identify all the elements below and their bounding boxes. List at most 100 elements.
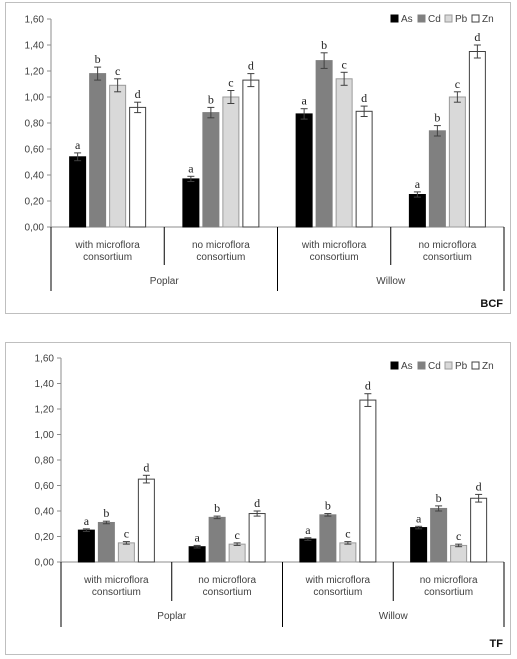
tf-category-label: consortium: [92, 587, 141, 598]
bcf-category-label: with microflora: [74, 240, 140, 251]
tf-category-label: consortium: [424, 587, 473, 598]
tf-bar-cd: [319, 514, 337, 563]
bcf-category-label: no microflora: [418, 240, 476, 251]
bcf-legend-swatch-pb: [444, 14, 453, 23]
bcf-category-label: consortium: [196, 252, 245, 263]
tf-significance-letter: c: [345, 527, 350, 541]
bcf-legend-label: Zn: [482, 14, 494, 25]
bcf-significance-letter: b: [434, 111, 440, 125]
tf-bar-cd: [97, 521, 115, 563]
tf-significance-letter: a: [84, 514, 90, 528]
bcf-bar-zn: [129, 106, 147, 228]
bcf-y-tick-label: 0,00: [25, 223, 45, 234]
bcf-chart: 0,00 0,20 0,40 0,60 0,80 1,00 1,20 1,40 1,60 with…: [25, 14, 505, 310]
tf-significance-letter: a: [194, 530, 200, 544]
tf-legend-label: Zn: [482, 361, 494, 372]
tf-bar-cd: [208, 516, 226, 563]
bcf-bar-as: [69, 156, 87, 228]
bcf-significance-letter: a: [75, 138, 81, 152]
bcf-y-tick-label: 1,40: [25, 41, 45, 52]
tf-legend-label: Pb: [455, 361, 468, 372]
bcf-chart-panel: 0,00 0,20 0,40 0,60 0,80 1,00 1,20 1,40 1,60 with…: [5, 2, 511, 314]
tf-category-label: consortium: [203, 587, 252, 598]
tf-y-tick-label: 0,60: [35, 481, 55, 492]
tf-y-tick-label: 1,20: [35, 405, 55, 416]
bcf-bar-cd: [89, 73, 107, 228]
tf-significance-letter: c: [456, 529, 461, 543]
bcf-significance-letter: d: [248, 59, 254, 73]
tf-category-label: no microflora: [198, 575, 256, 586]
tf-bar-as: [410, 527, 428, 563]
bcf-panel-title: BCF: [480, 298, 503, 310]
bcf-y-tick-label: 1,00: [25, 93, 45, 104]
tf-y-tick-label: 0,40: [35, 507, 55, 518]
tf-significance-letter: c: [124, 527, 129, 541]
tf-panel-title: TF: [490, 638, 504, 650]
tf-bar-cd: [430, 507, 448, 563]
bcf-category-label: consortium: [83, 252, 132, 263]
tf-significance-letter: a: [305, 523, 311, 537]
tf-y-tick-label: 0,20: [35, 532, 55, 543]
tf-significance-letter: d: [254, 496, 260, 510]
bcf-y-tick-label: 0,60: [25, 145, 45, 156]
tf-significance-letter: b: [436, 491, 442, 505]
bcf-bar-zn: [468, 51, 486, 228]
tf-legend-label: Cd: [428, 361, 441, 372]
tf-chart-panel: 0,00 0,20 0,40 0,60 0,80 1,00 1,20 1,40 1,60 with…: [5, 342, 511, 655]
bcf-significance-letter: d: [474, 30, 480, 44]
bcf-y-tick-label: 1,20: [25, 67, 45, 78]
bcf-bar-as: [182, 178, 200, 228]
bcf-significance-letter: a: [301, 94, 307, 108]
tf-group-label: Willow: [379, 611, 409, 622]
tf-y-tick-label: 0,80: [35, 456, 55, 467]
tf-significance-letter: b: [103, 506, 109, 520]
bcf-legend-label: As: [401, 14, 413, 25]
bcf-y-tick-label: 1,60: [25, 15, 45, 26]
bcf-y-tick-label: 0,40: [25, 171, 45, 182]
bcf-significance-letter: b: [208, 92, 214, 106]
tf-significance-letter: d: [365, 379, 371, 393]
tf-bar-zn: [137, 478, 155, 563]
tf-legend-swatch-cd: [417, 361, 426, 370]
tf-y-tick-label: 1,60: [35, 354, 55, 365]
bcf-y-tick-label: 0,20: [25, 197, 45, 208]
bcf-category-label: no microflora: [192, 240, 250, 251]
bcf-significance-letter: c: [455, 77, 460, 91]
bcf-significance-letter: c: [115, 64, 120, 78]
bcf-legend-swatch-cd: [417, 14, 426, 23]
tf-significance-letter: b: [214, 501, 220, 515]
tf-category-label: with microflora: [83, 575, 149, 586]
tf-chart: 0,00 0,20 0,40 0,60 0,80 1,00 1,20 1,40 1,60 with…: [35, 354, 505, 650]
tf-bar-zn: [359, 399, 377, 563]
bcf-y-tick-label: 0,80: [25, 119, 45, 130]
tf-group-label: Poplar: [157, 611, 187, 622]
bcf-bar-pb: [109, 84, 127, 228]
tf-legend-label: As: [401, 361, 413, 372]
tf-bar-as: [299, 538, 317, 563]
tf-significance-letter: d: [476, 479, 482, 493]
tf-category-label: consortium: [313, 587, 362, 598]
bcf-bar-pb: [335, 78, 353, 228]
bcf-bar-zn: [242, 79, 260, 228]
tf-y-tick-label: 0,00: [35, 558, 55, 569]
tf-bar-pb: [450, 544, 468, 563]
bcf-significance-letter: c: [341, 57, 346, 71]
bcf-significance-letter: b: [321, 38, 327, 52]
bcf-legend-label: Cd: [428, 14, 441, 25]
tf-significance-letter: c: [234, 528, 239, 542]
tf-legend-swatch-zn: [471, 361, 480, 370]
bcf-bar-as: [295, 113, 313, 228]
tf-bar-as: [77, 529, 95, 563]
bcf-significance-letter: a: [188, 161, 194, 175]
tf-legend-swatch-pb: [444, 361, 453, 370]
bcf-category-label: with microflora: [301, 240, 367, 251]
tf-bar-as: [188, 546, 206, 563]
bcf-bar-cd: [315, 60, 333, 228]
bcf-bar-pb: [448, 96, 466, 228]
tf-significance-letter: a: [416, 511, 422, 525]
bcf-significance-letter: c: [228, 76, 233, 90]
bcf-category-label: consortium: [423, 252, 472, 263]
tf-legend-swatch-as: [390, 361, 399, 370]
bcf-significance-letter: a: [415, 177, 421, 191]
tf-category-label: with microflora: [305, 575, 371, 586]
